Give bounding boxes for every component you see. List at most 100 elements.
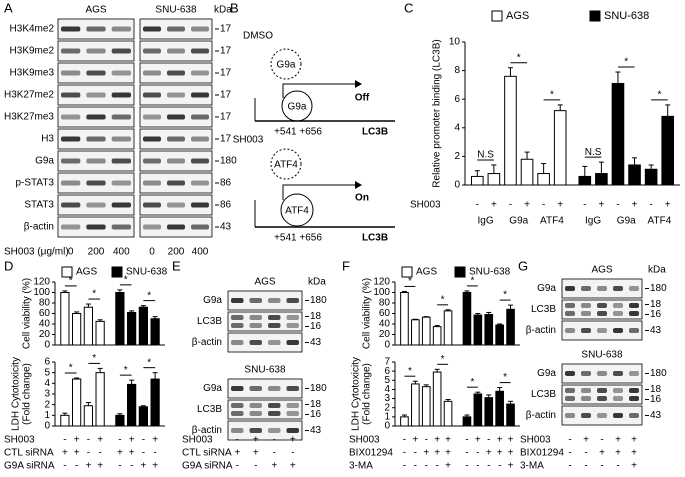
cell-line: AGS — [254, 277, 275, 288]
y-tick-label: 3 — [44, 389, 50, 400]
legend-label: AGS — [416, 267, 437, 278]
band — [268, 386, 281, 391]
condition-label: 3-MA — [349, 461, 373, 472]
band — [86, 224, 106, 230]
condition-mark: - — [63, 435, 66, 446]
condition-mark: - — [403, 435, 406, 446]
band — [565, 311, 575, 316]
condition-mark: - — [568, 461, 571, 472]
condition-mark: - — [130, 461, 133, 472]
bar — [578, 175, 592, 186]
band — [86, 180, 106, 186]
significance: * — [624, 57, 628, 68]
factor-circle — [270, 148, 302, 180]
condition-mark: - — [600, 435, 603, 446]
band — [86, 70, 106, 76]
band — [286, 315, 299, 320]
condition-mark: - — [498, 461, 501, 472]
band — [86, 158, 106, 164]
band — [61, 224, 81, 230]
y-tick-label: 6 — [454, 94, 460, 105]
band — [565, 396, 575, 401]
arrow-head — [355, 181, 362, 189]
band — [629, 328, 639, 333]
band — [565, 303, 575, 308]
dose: 200 — [168, 247, 185, 258]
condition-mark: - — [254, 461, 257, 472]
y-tick-label: 7 — [384, 357, 390, 368]
band — [231, 315, 244, 320]
condition-mark: + — [412, 435, 418, 446]
band — [111, 136, 131, 142]
legend-swatch — [61, 266, 73, 278]
y-axis-label: Cell viability (%) — [22, 278, 33, 349]
band — [111, 26, 131, 32]
significance: * — [503, 372, 507, 383]
bar — [115, 414, 125, 427]
condition-mark: + — [253, 448, 259, 459]
row-label: H3K27me2 — [4, 90, 54, 101]
cell-line: SNU-638 — [244, 365, 286, 376]
arrow-head — [355, 80, 362, 88]
band — [61, 114, 81, 120]
condition-mark: + — [631, 448, 637, 459]
row-label: G9a — [203, 383, 222, 394]
y-axis-label: Relative promoter binding (LC3B) — [432, 39, 443, 187]
row-label: H3K4me2 — [10, 24, 55, 35]
band — [581, 303, 591, 308]
condition-mark: - — [425, 461, 428, 472]
panel-label: C — [404, 0, 413, 15]
treatment-mark: - — [542, 200, 545, 211]
bar — [115, 292, 125, 346]
condition-label: SH003 — [520, 435, 551, 446]
condition-mark: - — [584, 461, 587, 472]
condition-mark: + — [497, 435, 503, 446]
kda: 17 — [220, 24, 232, 35]
dose: 400 — [113, 247, 130, 258]
band — [597, 303, 607, 308]
y-tick-label: 5 — [384, 375, 390, 386]
band — [167, 224, 185, 230]
kda: 180 — [310, 295, 327, 306]
band — [111, 202, 131, 208]
panel-label: A — [4, 0, 13, 15]
significance: * — [92, 353, 96, 364]
significance: * — [470, 377, 474, 388]
band — [231, 411, 244, 416]
y-tick-label: 6 — [384, 366, 390, 377]
bar — [432, 326, 442, 346]
bar — [628, 164, 641, 186]
condition-mark: + — [253, 435, 259, 446]
band — [629, 371, 639, 376]
bar — [138, 306, 148, 346]
band — [565, 388, 575, 393]
condition-mark: - — [584, 448, 587, 459]
row-label: LC3B — [531, 304, 556, 315]
significance: * — [503, 290, 507, 301]
band — [597, 413, 607, 418]
condition-mark: - — [476, 448, 479, 459]
blot-frame — [561, 405, 643, 426]
row-label: LC3B — [197, 316, 222, 327]
kda: 180 — [650, 368, 667, 379]
significance: * — [92, 289, 96, 300]
positions: +541 +656 — [274, 127, 322, 138]
band — [231, 403, 244, 408]
row-label: G9a — [537, 283, 556, 294]
band — [191, 26, 209, 32]
condition-mark: + — [117, 448, 123, 459]
kda: 43 — [310, 425, 322, 436]
blot-frame — [227, 378, 303, 399]
condition-mark: + — [271, 461, 277, 472]
band — [167, 26, 185, 32]
treatment-mark: + — [524, 200, 530, 211]
significance: N.S — [477, 150, 494, 161]
significance: * — [517, 52, 521, 63]
band — [143, 224, 161, 230]
condition-mark: - — [236, 461, 239, 472]
blot-frame — [57, 84, 135, 106]
y-tick-label: 10 — [449, 37, 461, 48]
condition-mark: - — [98, 448, 101, 459]
panel-label: E — [172, 258, 181, 273]
